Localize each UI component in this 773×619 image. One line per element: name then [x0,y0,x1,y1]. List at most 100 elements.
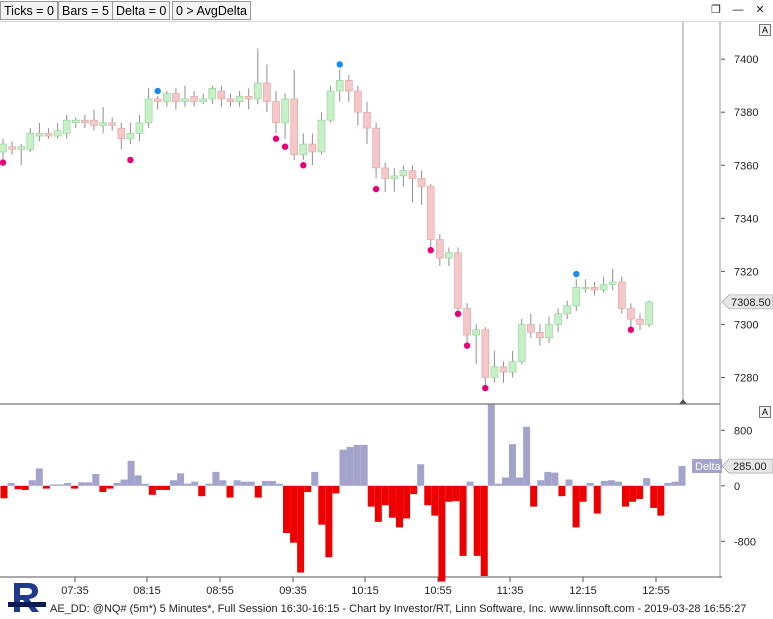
delta-bar [325,485,333,558]
delta-bar [671,481,679,486]
candle-body [263,82,271,102]
signal-high-dot [573,270,580,278]
candle-body [463,308,471,336]
signal-high-dot [154,87,161,95]
candle-body [181,98,189,102]
price-tick-label: 7320 [734,266,758,278]
candle-body [217,90,226,100]
delta-tick-label: 0 [734,481,740,493]
delta-bar [424,485,432,506]
delta-bar [311,471,319,486]
delta-bar [28,480,36,486]
last-price-label: 7308.50 [731,297,771,309]
bars-button[interactable]: Bars = 5 [58,1,113,20]
delta-bar [177,473,185,486]
last-delta-label: 285.00 [733,461,767,473]
delta-autoscale-button[interactable]: A [759,406,771,418]
candle-body [472,329,481,336]
candle-body [226,98,235,102]
delta-bar [558,485,566,497]
candle-body [335,80,344,92]
delta-bar [85,482,93,486]
delta-bar [650,485,658,508]
candle-body [545,324,553,338]
candle-body [426,186,435,240]
price-tick-label: 7300 [734,319,758,331]
candle-body [190,95,198,102]
delta-bar [551,472,559,486]
ticks-button[interactable]: Ticks = 0 [0,1,58,20]
candle-body [563,305,572,315]
delta-bar [466,481,474,486]
restore-icon[interactable]: ❐ [711,4,721,16]
signal-low-dot [427,246,434,254]
candle-body [26,133,35,150]
delta-bar [0,485,8,499]
delta-bar [57,484,64,486]
candle-body [308,143,317,153]
delta-bar [572,485,580,528]
candle-body [363,111,371,129]
delta-bar [523,426,531,486]
cursor-marker [679,399,687,404]
delta-bar [120,479,128,486]
delta-bar [219,480,227,486]
candle-body [163,93,171,102]
candle-body [208,88,217,100]
signal-low-dot [463,342,471,349]
candle-body [354,90,362,113]
delta-bar [607,480,615,486]
candle-body [372,127,380,169]
candle-body [272,101,280,124]
delta-bar [388,485,396,518]
time-tick-label: 09:35 [279,585,307,597]
signal-high-dot [336,61,343,68]
delta-button[interactable]: Delta = 0 [112,1,171,20]
delta-bar [297,485,305,573]
minimize-icon[interactable]: — [732,4,744,16]
delta-bar [226,485,234,498]
candle-body [481,329,490,378]
close-icon[interactable]: ✕ [755,4,765,16]
candle-body [517,324,526,362]
delta-bar [374,485,382,522]
delta-bar [339,449,347,486]
delta-bar [367,485,375,507]
signal-low-dot [0,159,7,166]
delta-bar [318,485,326,525]
time-tick-label: 08:15 [133,585,161,597]
delta-bar [332,485,340,494]
delta-bar [360,444,368,486]
delta-bar [643,478,651,486]
candle-body [326,90,335,121]
candle-body [35,133,44,137]
candle-body [199,98,207,102]
delta-bar [148,485,156,495]
delta-bar [509,444,516,486]
delta-bar [664,483,672,486]
candle-body [508,361,517,373]
delta-bar [417,464,425,486]
time-tick-label: 12:15 [569,585,597,597]
candle-body [636,318,644,325]
avg-delta-button[interactable]: 0 > AvgDelta [172,1,252,20]
delta-bar [593,485,601,514]
candle-body [144,98,153,124]
delta-bar [544,471,552,486]
delta-bar [283,485,290,533]
price-autoscale-button[interactable]: A [759,24,771,36]
delta-bar [141,483,149,486]
candle-body [126,133,135,140]
candle-body [117,127,126,140]
candle-body [0,143,7,153]
delta-bar [290,485,298,543]
candle-body [44,133,53,137]
delta-bar [579,485,587,502]
delta-bar [42,485,50,489]
delta-bar [247,481,255,486]
candle-body [454,252,462,309]
candle-body [536,332,544,338]
delta-bar [353,444,361,486]
delta-series-label: Delta [695,461,722,473]
